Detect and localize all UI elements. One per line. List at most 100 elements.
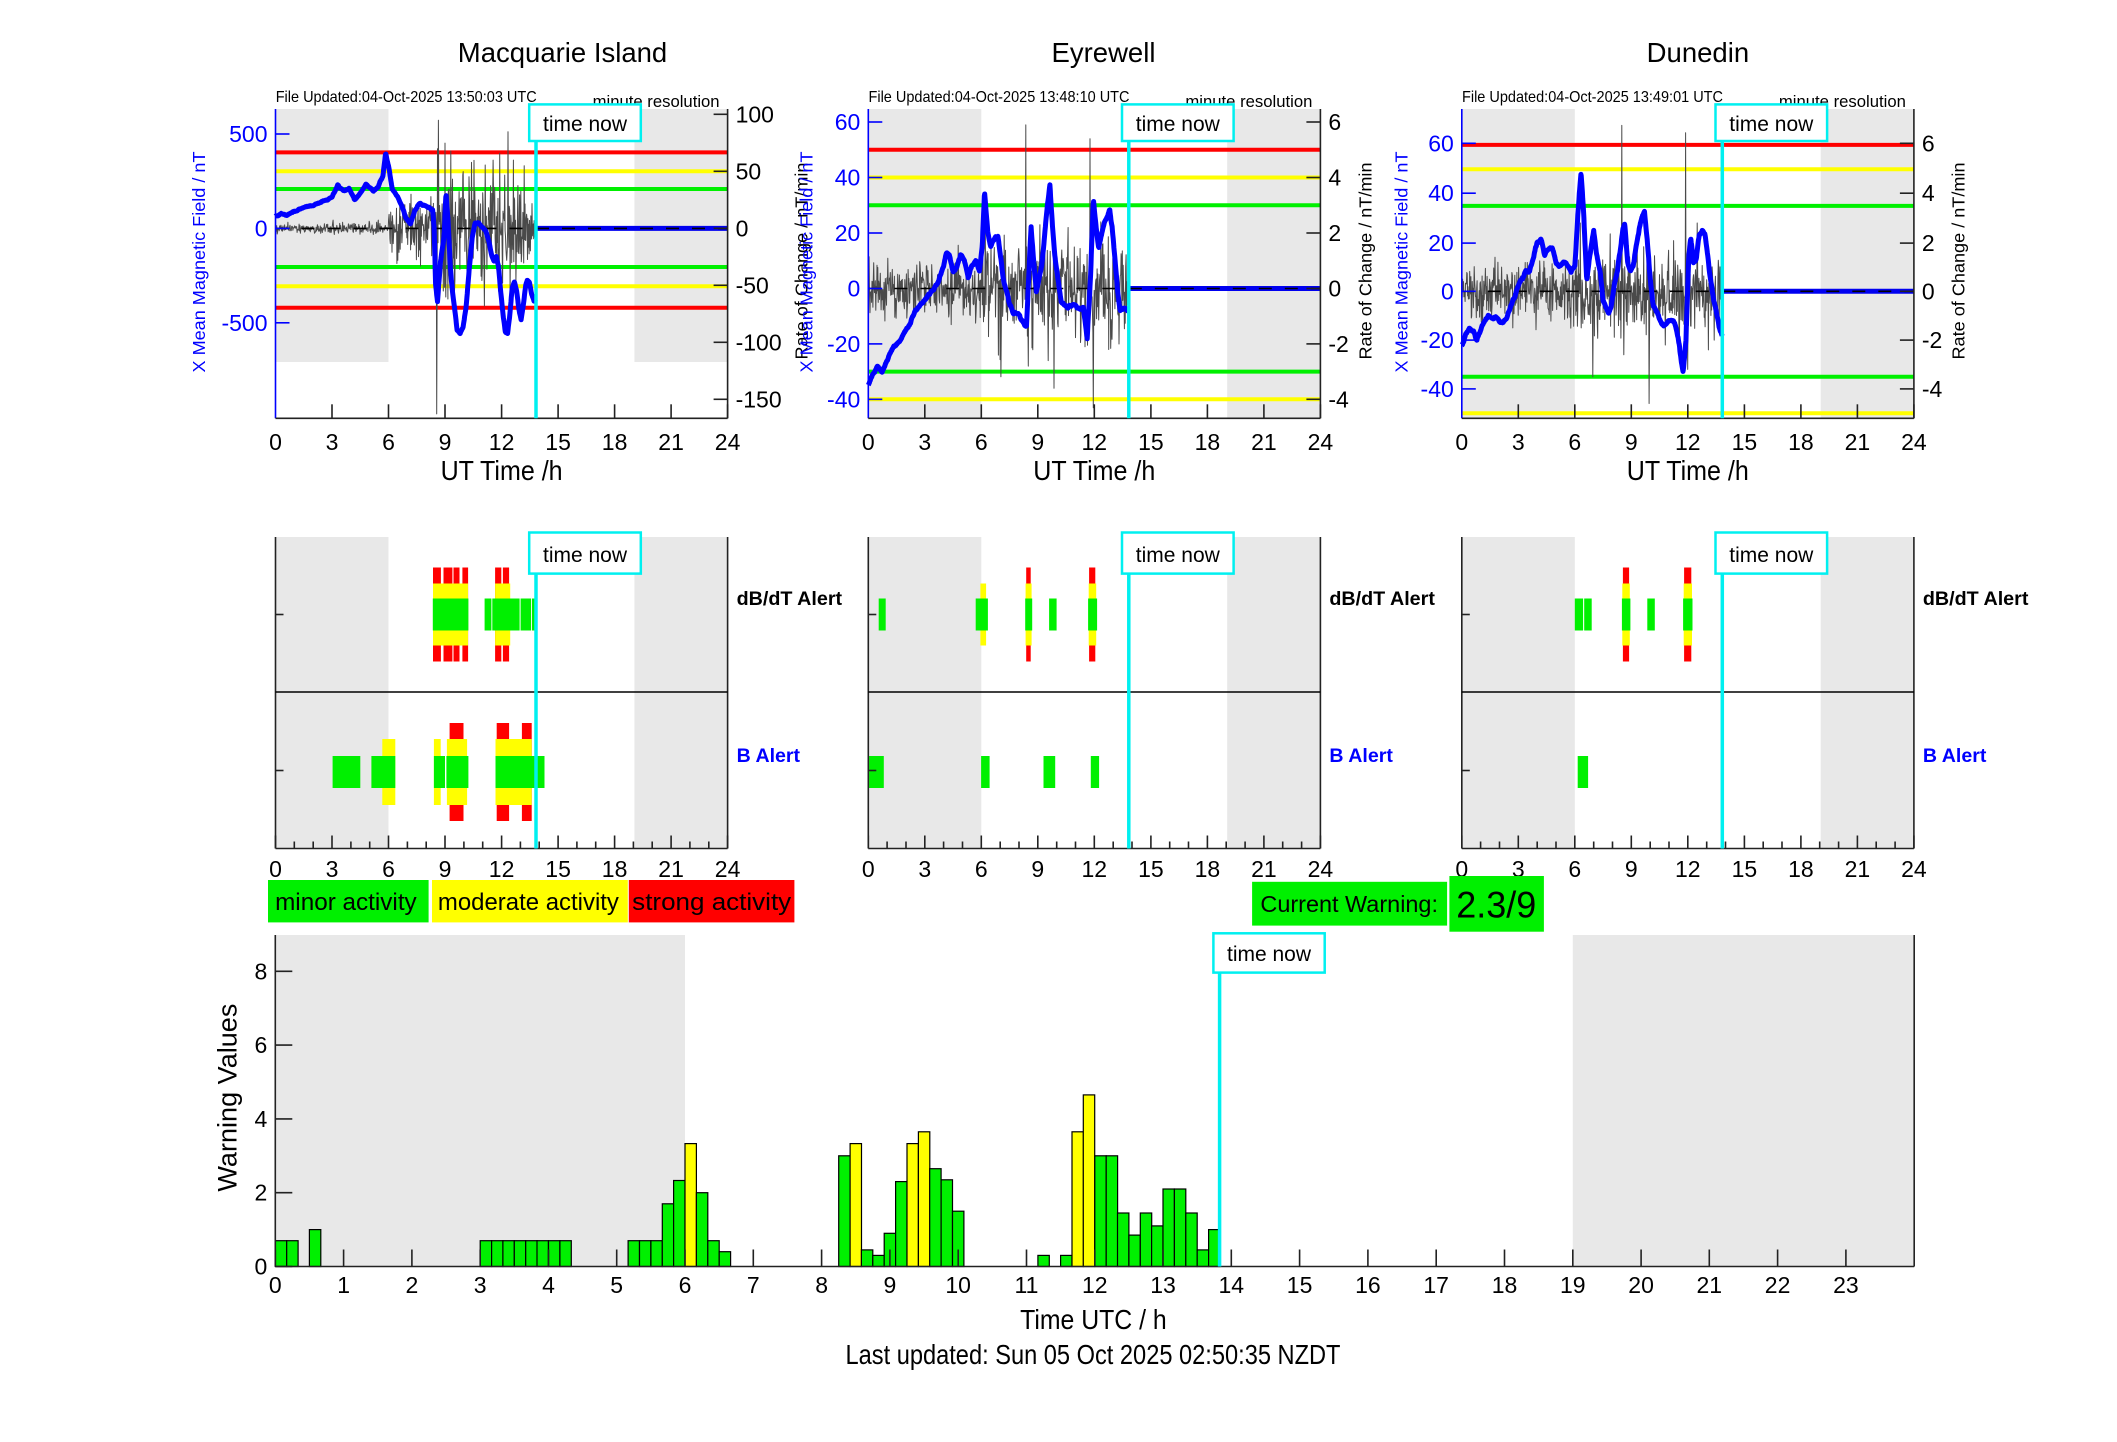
svg-text:18: 18: [1195, 429, 1221, 455]
svg-text:9: 9: [439, 429, 452, 455]
svg-text:3: 3: [918, 429, 931, 455]
svg-text:time now: time now: [1227, 943, 1312, 966]
svg-text:7: 7: [747, 1272, 760, 1298]
svg-text:0: 0: [1922, 278, 1935, 304]
svg-text:6: 6: [382, 856, 395, 882]
svg-text:21: 21: [658, 429, 684, 455]
svg-text:dB/dT Alert: dB/dT Alert: [737, 589, 843, 610]
svg-text:B Alert: B Alert: [1329, 746, 1393, 767]
svg-text:0: 0: [848, 276, 861, 302]
svg-text:21: 21: [1845, 856, 1871, 882]
svg-text:X Mean Magnetic Field / nT: X Mean Magnetic Field / nT: [797, 151, 817, 372]
svg-text:6: 6: [1568, 856, 1581, 882]
svg-text:12: 12: [489, 429, 515, 455]
svg-text:time now: time now: [543, 113, 628, 136]
svg-text:24: 24: [1901, 856, 1927, 882]
svg-text:40: 40: [835, 165, 861, 191]
svg-text:Last updated: Sun 05 Oct 2025: Last updated: Sun 05 Oct 2025 02:50:35 N…: [846, 1339, 1341, 1370]
svg-text:0: 0: [269, 856, 282, 882]
svg-text:-40: -40: [827, 386, 860, 412]
svg-text:3: 3: [918, 856, 931, 882]
svg-text:11: 11: [1015, 1272, 1039, 1298]
svg-text:0: 0: [1455, 429, 1468, 455]
svg-text:15: 15: [1732, 856, 1758, 882]
svg-text:1: 1: [337, 1272, 350, 1298]
svg-text:18: 18: [1788, 429, 1814, 455]
svg-text:strong activity: strong activity: [632, 889, 791, 916]
svg-text:time now: time now: [1729, 544, 1814, 567]
svg-text:4: 4: [255, 1106, 268, 1132]
svg-text:-150: -150: [736, 386, 782, 412]
svg-text:12: 12: [1675, 429, 1701, 455]
svg-text:X Mean Magnetic Field / nT: X Mean Magnetic Field / nT: [189, 151, 209, 372]
svg-text:15: 15: [1138, 856, 1164, 882]
svg-text:time now: time now: [1136, 113, 1221, 136]
svg-text:19: 19: [1560, 1272, 1586, 1298]
svg-text:File Updated:04-Oct-2025 13:49: File Updated:04-Oct-2025 13:49:01 UTC: [1462, 89, 1723, 106]
svg-text:40: 40: [1428, 180, 1454, 206]
svg-text:-2: -2: [1922, 327, 1942, 353]
svg-text:File Updated:04-Oct-2025 13:50: File Updated:04-Oct-2025 13:50:03 UTC: [276, 89, 537, 106]
svg-text:-500: -500: [221, 310, 267, 336]
svg-text:0: 0: [255, 1254, 268, 1280]
svg-text:20: 20: [835, 220, 861, 246]
svg-text:4: 4: [1922, 180, 1935, 206]
svg-text:6: 6: [975, 429, 988, 455]
svg-text:17: 17: [1423, 1272, 1449, 1298]
svg-text:-4: -4: [1922, 376, 1943, 402]
svg-text:18: 18: [1492, 1272, 1518, 1298]
svg-text:B Alert: B Alert: [737, 746, 801, 767]
svg-text:6: 6: [1328, 109, 1341, 135]
svg-text:Rate of Change / nT/min: Rate of Change / nT/min: [1356, 163, 1376, 360]
svg-text:-100: -100: [736, 329, 782, 355]
svg-text:-2: -2: [1328, 331, 1348, 357]
svg-text:15: 15: [1138, 429, 1164, 455]
svg-text:12: 12: [1082, 1272, 1108, 1298]
svg-text:10: 10: [945, 1272, 971, 1298]
svg-text:B Alert: B Alert: [1923, 746, 1987, 767]
svg-text:time now: time now: [1136, 544, 1221, 567]
svg-text:0: 0: [862, 429, 875, 455]
svg-text:6: 6: [679, 1272, 692, 1298]
svg-text:Time UTC / h: Time UTC / h: [1020, 1304, 1167, 1335]
svg-text:500: 500: [229, 121, 267, 147]
svg-text:0: 0: [1328, 276, 1341, 302]
svg-text:Rate of Change / nT/min: Rate of Change / nT/min: [792, 163, 812, 360]
svg-text:time now: time now: [543, 544, 628, 567]
svg-text:3: 3: [1512, 429, 1525, 455]
svg-text:Macquarie Island: Macquarie Island: [458, 37, 667, 68]
svg-text:0: 0: [269, 1272, 282, 1298]
svg-text:2: 2: [1328, 220, 1341, 246]
svg-text:24: 24: [1308, 429, 1334, 455]
svg-text:9: 9: [884, 1272, 897, 1298]
svg-text:6: 6: [1568, 429, 1581, 455]
svg-text:8: 8: [255, 958, 268, 984]
svg-text:X Mean Magnetic Field / nT: X Mean Magnetic Field / nT: [1392, 151, 1412, 372]
svg-text:21: 21: [1697, 1272, 1723, 1298]
svg-text:2: 2: [1922, 230, 1935, 256]
svg-text:Dunedin: Dunedin: [1647, 37, 1749, 68]
svg-text:9: 9: [1031, 856, 1044, 882]
svg-text:24: 24: [1308, 856, 1334, 882]
svg-text:-20: -20: [1421, 327, 1454, 353]
svg-text:4: 4: [1328, 165, 1341, 191]
svg-text:24: 24: [1901, 429, 1927, 455]
svg-text:6: 6: [382, 429, 395, 455]
svg-text:18: 18: [602, 856, 628, 882]
svg-text:Current Warning:: Current Warning:: [1260, 891, 1438, 917]
svg-text:15: 15: [1732, 429, 1758, 455]
svg-text:2.3/9: 2.3/9: [1456, 885, 1536, 926]
svg-text:0: 0: [255, 215, 268, 241]
svg-text:4: 4: [542, 1272, 555, 1298]
svg-text:3: 3: [326, 429, 339, 455]
svg-text:9: 9: [1031, 429, 1044, 455]
svg-text:6: 6: [1922, 130, 1935, 156]
svg-text:18: 18: [1195, 856, 1221, 882]
svg-text:15: 15: [545, 429, 571, 455]
svg-text:21: 21: [1251, 856, 1277, 882]
svg-text:21: 21: [658, 856, 684, 882]
svg-text:3: 3: [1512, 856, 1525, 882]
svg-text:8: 8: [815, 1272, 828, 1298]
svg-text:15: 15: [1287, 1272, 1313, 1298]
svg-text:time now: time now: [1729, 113, 1814, 136]
